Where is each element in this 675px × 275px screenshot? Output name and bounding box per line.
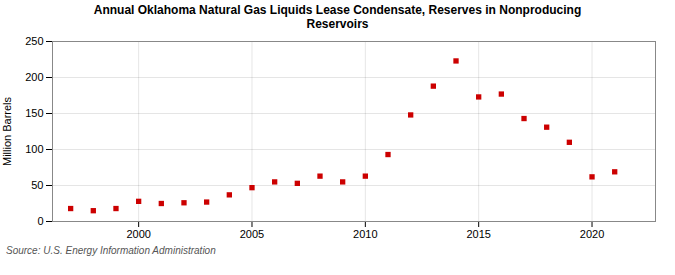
html-text:Annual Oklahoma Natural Gas Li: Annual Oklahoma Natural Gas Liquids Leas… bbox=[93, 3, 582, 31]
svg-text:200: 200 bbox=[25, 71, 43, 83]
svg-text:250: 250 bbox=[25, 35, 43, 47]
svg-text:2020: 2020 bbox=[580, 228, 604, 240]
svg-text:2015: 2015 bbox=[466, 228, 490, 240]
svg-text:50: 50 bbox=[31, 179, 43, 191]
svg-text:2005: 2005 bbox=[240, 228, 264, 240]
svg-text:2000: 2000 bbox=[126, 228, 150, 240]
svg-text:2010: 2010 bbox=[353, 228, 377, 240]
svg-text:0: 0 bbox=[37, 215, 43, 227]
svg-text:Million Barrels: Million Barrels bbox=[1, 96, 13, 166]
svg-text:100: 100 bbox=[25, 143, 43, 155]
svg-text:150: 150 bbox=[25, 107, 43, 119]
html-text:Source: U.S. Energy Informatio: Source: U.S. Energy Information Administ… bbox=[6, 245, 216, 256]
